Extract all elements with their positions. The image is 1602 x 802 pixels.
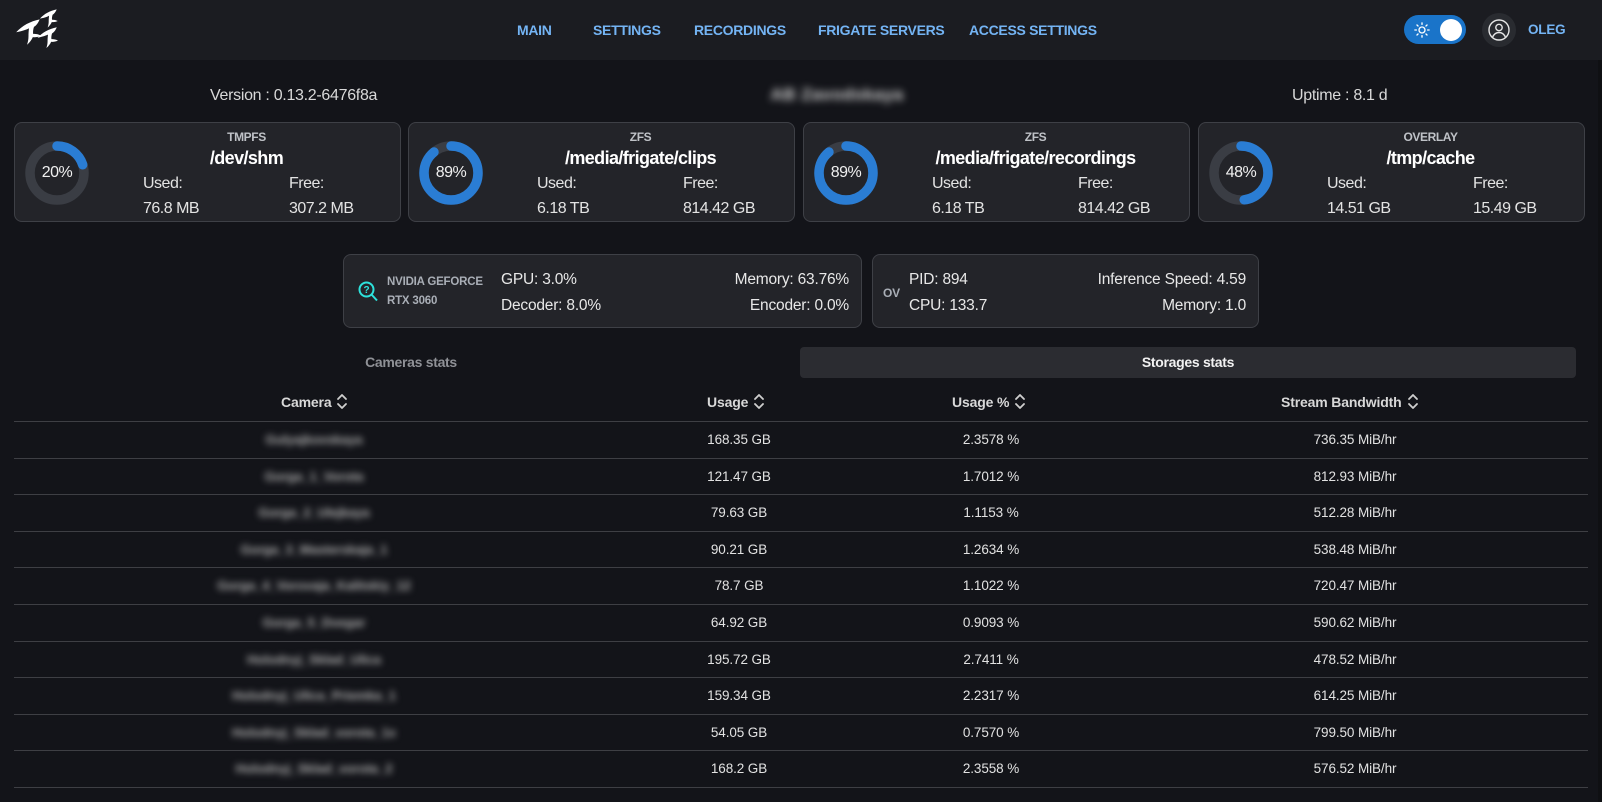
svg-text:?: ? xyxy=(363,285,369,296)
